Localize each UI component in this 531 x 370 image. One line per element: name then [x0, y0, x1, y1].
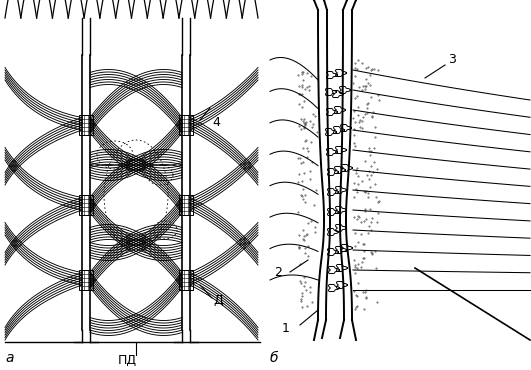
Bar — [179, 195, 193, 215]
Text: 3: 3 — [448, 53, 456, 66]
Text: 2: 2 — [274, 266, 282, 279]
Bar — [79, 270, 93, 290]
Text: 4: 4 — [212, 115, 220, 128]
Bar — [179, 270, 193, 290]
Text: a: a — [5, 351, 13, 365]
Bar — [79, 195, 93, 215]
Text: ПД: ПД — [118, 354, 137, 367]
Text: б: б — [270, 351, 278, 365]
Bar — [79, 115, 93, 135]
Bar — [179, 115, 193, 135]
Text: Д: Д — [213, 293, 222, 306]
Text: 1: 1 — [282, 322, 290, 335]
